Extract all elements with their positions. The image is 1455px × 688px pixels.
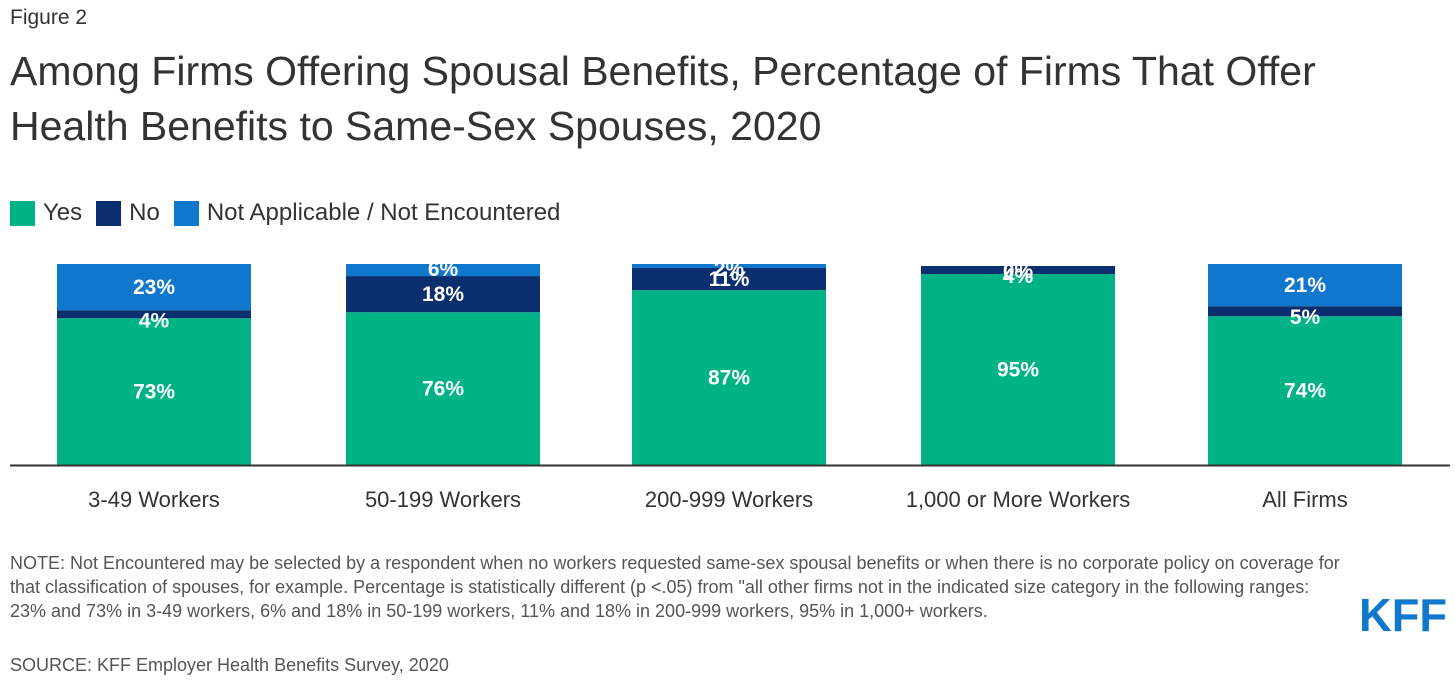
- bar-segment-no: [1208, 306, 1402, 317]
- category-label: 50-199 Workers: [365, 487, 521, 512]
- bar-segment-yes: [57, 318, 251, 465]
- bar-segment-no: [921, 266, 1115, 275]
- legend-label-yes: Yes: [43, 199, 83, 226]
- legend-label-not-applicable: Not Applicable / Not Encountered: [206, 199, 561, 226]
- bar-value-label-yes: 73%: [133, 381, 175, 404]
- legend-swatch-yes: [10, 200, 35, 226]
- legend-item-yes: Yes: [10, 199, 82, 227]
- legend-swatch-no: [96, 200, 122, 226]
- bar-value-label-not-applicable: 23%: [133, 276, 175, 299]
- stacked-bar-chart: 73% 4% 23% 3-49 Workers 76% 18%6% 50-199 Worke…: [10, 258, 1450, 512]
- chart-title-line-2: Health Benefits to Same-Sex Spouses, 202…: [10, 103, 822, 149]
- bar-value-label-yes: 74%: [1284, 380, 1326, 403]
- bar-segment-not-applicable: [632, 264, 826, 269]
- legend-item-not-applicable: Not Applicable / Not Encountered: [173, 199, 561, 227]
- bar-value-label-yes: 95%: [997, 359, 1039, 382]
- legend-swatch-not-applicable: [173, 200, 199, 226]
- legend: Yes No Not Applicable / Not Encountered: [10, 197, 574, 229]
- bar-segment-not-applicable: [1208, 264, 1402, 307]
- bar-segment-not-applicable: [346, 264, 540, 277]
- chart-title-line-1: Among Firms Offering Spousal Benefits, P…: [10, 48, 1316, 94]
- bar-segment-not-applicable: [57, 264, 251, 311]
- bar-segment-yes: [1208, 316, 1402, 465]
- kff-logo: KFF: [1359, 591, 1447, 635]
- bar-value-label-not-applicable: 2%: [714, 258, 745, 281]
- legend-item-no: No: [96, 199, 160, 227]
- bar-value-label-yes: 76%: [422, 378, 464, 401]
- bar-value-label-no: 18%: [422, 283, 464, 306]
- bar-segment-yes: [632, 290, 826, 465]
- bar-value-label-yes: 87%: [708, 367, 750, 390]
- bar-segment-no: [346, 276, 540, 313]
- bar-segment-yes: [346, 312, 540, 465]
- category-label: All Firms: [1262, 487, 1348, 512]
- kff-logo-text: KFF: [1359, 591, 1447, 635]
- figure-label: Figure 2: [10, 6, 88, 29]
- bar-segment-no: [57, 310, 251, 319]
- bar-value-label-no: 4%: [1003, 265, 1034, 288]
- chart-title: Among Firms Offering Spousal Benefits, P…: [10, 44, 1450, 154]
- bar-value-label-not-applicable: 21%: [1284, 274, 1326, 297]
- bar-segment-no: [632, 268, 826, 291]
- bar-value-label-no: 4%: [139, 309, 170, 332]
- category-label: 3-49 Workers: [88, 487, 220, 512]
- legend-label-no: No: [129, 199, 160, 226]
- footnote: NOTE: Not Encountered may be selected by…: [10, 553, 1340, 621]
- source-note: SOURCE: KFF Employer Health Benefits Sur…: [10, 655, 449, 675]
- bar-value-label-no: 5%: [1290, 306, 1321, 329]
- bar-value-label-no: 11%: [709, 268, 750, 291]
- bar-value-label-not-applicable: 0%: [1003, 260, 1034, 283]
- bar-segment-yes: [921, 274, 1115, 465]
- category-label: 200-999 Workers: [645, 487, 813, 512]
- bar-value-label-not-applicable: 6%: [428, 258, 459, 281]
- category-label: 1,000 or More Workers: [906, 487, 1131, 512]
